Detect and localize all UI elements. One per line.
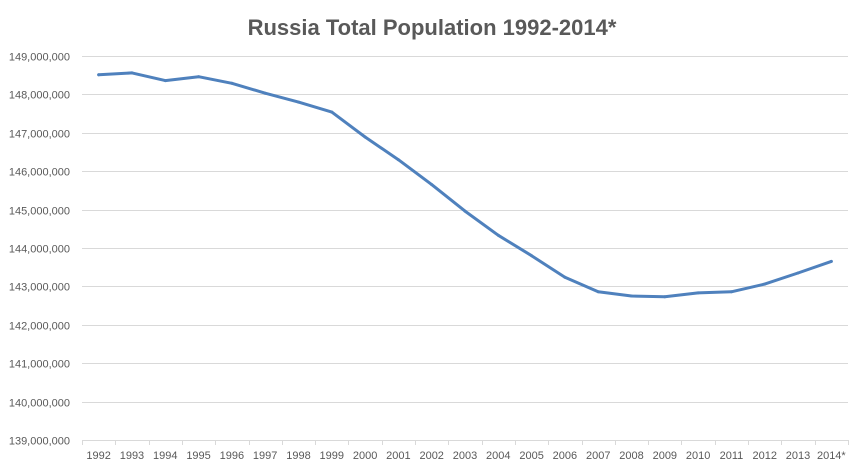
x-tick-label: 2007 <box>586 450 610 462</box>
x-tick-label: 2000 <box>353 450 377 462</box>
x-tick-label: 2011 <box>720 450 744 462</box>
y-tick-label: 149,000,000 <box>9 52 70 64</box>
data-point <box>530 254 534 258</box>
y-tick-label: 145,000,000 <box>9 206 70 218</box>
y-tick-label: 143,000,000 <box>9 282 70 294</box>
data-point <box>430 183 434 187</box>
data-point <box>363 135 367 139</box>
data-point <box>263 91 267 95</box>
y-tick-label: 141,000,000 <box>9 359 70 371</box>
data-point <box>330 110 334 114</box>
data-point <box>163 79 167 83</box>
data-point <box>297 100 300 104</box>
chart-title: Russia Total Population 1992-2014* <box>248 15 617 40</box>
x-tick-label: 2008 <box>619 450 643 462</box>
x-tick-label: 1993 <box>120 450 144 462</box>
gridlines <box>82 56 849 445</box>
y-axis-tick-labels: 139,000,000 140,000,000 141,000,000 142,000… <box>9 52 70 448</box>
data-point <box>596 290 600 294</box>
x-tick-label: 2006 <box>553 450 577 462</box>
data-point <box>463 209 467 213</box>
population-series-line <box>97 71 833 299</box>
x-axis-tick-labels: 1992 1993 1994 1995 1996 1997 1998 1999 2000 2001… <box>86 450 846 462</box>
y-tick-label: 147,000,000 <box>9 129 70 141</box>
data-point <box>130 71 134 75</box>
x-tick-label: 2004 <box>486 450 510 462</box>
data-point <box>230 81 234 85</box>
x-tick-label: 1999 <box>320 450 344 462</box>
x-tick-label: 2005 <box>519 450 543 462</box>
x-tick-label: 2010 <box>686 450 710 462</box>
data-point <box>197 75 201 79</box>
y-tick-label: 144,000,000 <box>9 244 70 256</box>
y-tick-label: 139,000,000 <box>9 436 70 448</box>
data-point <box>563 275 567 279</box>
x-tick-label: 1994 <box>153 450 177 462</box>
x-tick-label: 1995 <box>186 450 210 462</box>
data-point <box>97 73 101 77</box>
x-tick-label: 2002 <box>419 450 443 462</box>
y-tick-label: 140,000,000 <box>9 398 70 410</box>
data-point <box>763 282 767 286</box>
data-point <box>496 233 500 237</box>
y-tick-label: 142,000,000 <box>9 321 70 333</box>
x-tick-label: 1992 <box>86 450 110 462</box>
x-tick-label: 2009 <box>653 450 677 462</box>
data-point <box>729 290 733 294</box>
x-tick-label: 2014* <box>817 450 846 462</box>
series-layer <box>97 71 833 299</box>
x-tick-label: 1998 <box>286 450 310 462</box>
x-tick-label: 2013 <box>786 450 810 462</box>
data-point <box>829 259 833 263</box>
x-tick-label: 2001 <box>386 450 410 462</box>
data-point <box>663 295 667 299</box>
x-tick-label: 1997 <box>253 450 277 462</box>
data-point <box>696 291 700 295</box>
data-point <box>630 294 633 298</box>
x-tick-label: 2012 <box>752 450 776 462</box>
y-tick-label: 148,000,000 <box>9 90 70 102</box>
x-tick-label: 1996 <box>220 450 244 462</box>
x-tick-label: 2003 <box>453 450 477 462</box>
data-point <box>396 158 400 162</box>
y-tick-label: 146,000,000 <box>9 167 70 179</box>
data-point <box>796 271 800 275</box>
